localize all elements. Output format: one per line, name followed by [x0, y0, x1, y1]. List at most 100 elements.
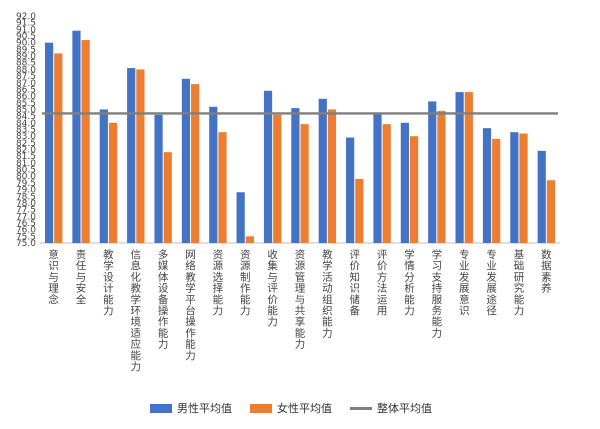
bar-male	[72, 30, 81, 244]
x-tick-label: 教学活动组织能力	[322, 248, 333, 339]
y-tick-label: 78.5	[16, 192, 36, 202]
x-axis-labels: 意识与理念 责任与安全 教学设计能力 信息化教学环境适应能力 多媒体设备操作能力 网络教学…	[48, 248, 552, 373]
bar-male	[209, 106, 218, 243]
y-tick-label: 79.0	[16, 186, 36, 196]
legend-swatch-female	[250, 403, 272, 413]
y-tick-label: 91.5	[16, 19, 36, 29]
bars-group	[44, 30, 556, 244]
y-tick-label: 90.0	[16, 39, 36, 49]
y-tick-label: 89.0	[16, 52, 36, 62]
legend-swatch-male	[150, 403, 172, 413]
bar-female	[218, 132, 227, 243]
y-tick-label: 81.0	[16, 159, 36, 169]
bar-female	[492, 138, 501, 243]
x-tick-label: 评价方法运用	[377, 249, 388, 317]
legend-item-overall: 整体平均值	[350, 400, 432, 416]
y-tick-label: 83.5	[16, 126, 36, 136]
y-tick-label: 82.0	[16, 146, 36, 156]
x-tick-label: 信息化教学环境适应能力	[131, 249, 142, 373]
y-tick-label: 78.0	[16, 199, 36, 209]
bar-female	[519, 133, 528, 243]
x-tick-label: 专业发展意识	[459, 248, 470, 317]
bar-male	[537, 150, 546, 243]
y-tick-label: 84.5	[16, 112, 36, 122]
x-tick-label: 资源制作能力	[240, 249, 251, 317]
bar-female	[108, 122, 118, 243]
bar-male	[127, 68, 136, 243]
bar-male	[400, 122, 409, 243]
legend-item-female: 女性平均值	[250, 400, 332, 416]
y-tick-label: 80.5	[16, 166, 36, 176]
y-tick-label: 81.5	[16, 152, 36, 162]
bar-male	[455, 92, 464, 244]
bar-male	[99, 109, 108, 244]
y-tick-label: 75.0	[16, 239, 36, 249]
y-tick-label: 88.0	[16, 65, 36, 75]
bar-male	[346, 137, 355, 243]
x-tick-label: 专业发展途径	[486, 248, 497, 317]
bar-female	[54, 53, 63, 243]
bar-male	[263, 90, 273, 243]
bar-male	[428, 101, 437, 243]
bar-male	[236, 192, 245, 243]
x-tick-label: 学情分析能力	[404, 248, 415, 317]
x-tick-label: 资源选择能力	[213, 249, 224, 317]
x-tick-label: 教学设计能力	[103, 248, 114, 317]
x-tick-label: 资源管理与共享能力	[295, 249, 306, 351]
legend-label-female: 女性平均值	[277, 402, 332, 415]
x-tick-label: 评价知识储备	[349, 249, 360, 317]
x-tick-label: 多媒体设备操作能力	[158, 248, 169, 351]
y-tick-label: 91.0	[16, 25, 36, 35]
x-tick-label: 收集与评价能力	[267, 248, 278, 328]
bar-female	[464, 92, 473, 244]
y-tick-label: 84.0	[16, 119, 36, 129]
bar-female	[273, 114, 282, 243]
x-tick-label: 网络教学平台操作能力	[185, 249, 196, 362]
y-tick-label: 76.0	[16, 226, 36, 236]
y-tick-label: 92.0	[16, 12, 36, 22]
x-tick-label: 意识与理念	[48, 248, 59, 306]
bar-female	[382, 124, 391, 243]
y-tick-label: 85.5	[16, 99, 36, 109]
bar-male	[154, 114, 163, 243]
bar-female	[245, 236, 254, 243]
x-tick-label: 基础研究能力	[514, 248, 525, 317]
bar-male	[291, 108, 300, 244]
bar-male	[318, 98, 327, 243]
bar-male	[482, 128, 492, 243]
y-tick-label: 77.0	[16, 212, 36, 222]
y-tick-label: 85.0	[16, 105, 36, 115]
legend: 男性平均值 女性平均值 整体平均值	[150, 400, 432, 416]
y-tick-label: 79.5	[16, 179, 36, 189]
y-tick-label: 87.0	[16, 79, 36, 89]
bar-female	[546, 180, 556, 243]
y-tick-label: 89.5	[16, 45, 36, 55]
bar-female	[355, 178, 364, 243]
legend-swatch-overall	[350, 406, 372, 410]
y-tick-label: 77.5	[16, 206, 36, 216]
y-tick-label: 82.5	[16, 139, 36, 149]
bar-female	[81, 40, 90, 243]
y-axis: 75.075.576.076.577.077.578.078.579.079.5…	[16, 12, 560, 249]
bar-male	[373, 113, 382, 243]
bar-female	[409, 136, 419, 243]
x-tick-label: 学习支持服务能力	[432, 248, 443, 339]
y-tick-label: 86.0	[16, 92, 36, 102]
bar-female	[191, 84, 200, 243]
bar-female	[136, 69, 145, 243]
bar-female	[327, 109, 337, 244]
y-tick-label: 75.5	[16, 232, 36, 242]
legend-label-male: 男性平均值	[177, 402, 232, 415]
y-tick-label: 90.5	[16, 32, 36, 42]
bar-female	[300, 124, 309, 243]
x-tick-label: 数据素养	[541, 248, 552, 295]
y-tick-label: 88.5	[16, 59, 36, 69]
y-tick-label: 86.5	[16, 85, 36, 95]
bar-female	[437, 110, 446, 244]
bar-male	[181, 78, 191, 244]
y-tick-label: 83.0	[16, 132, 36, 142]
y-tick-label: 87.5	[16, 72, 36, 82]
legend-item-male: 男性平均值	[150, 400, 232, 416]
bar-female	[163, 152, 172, 243]
